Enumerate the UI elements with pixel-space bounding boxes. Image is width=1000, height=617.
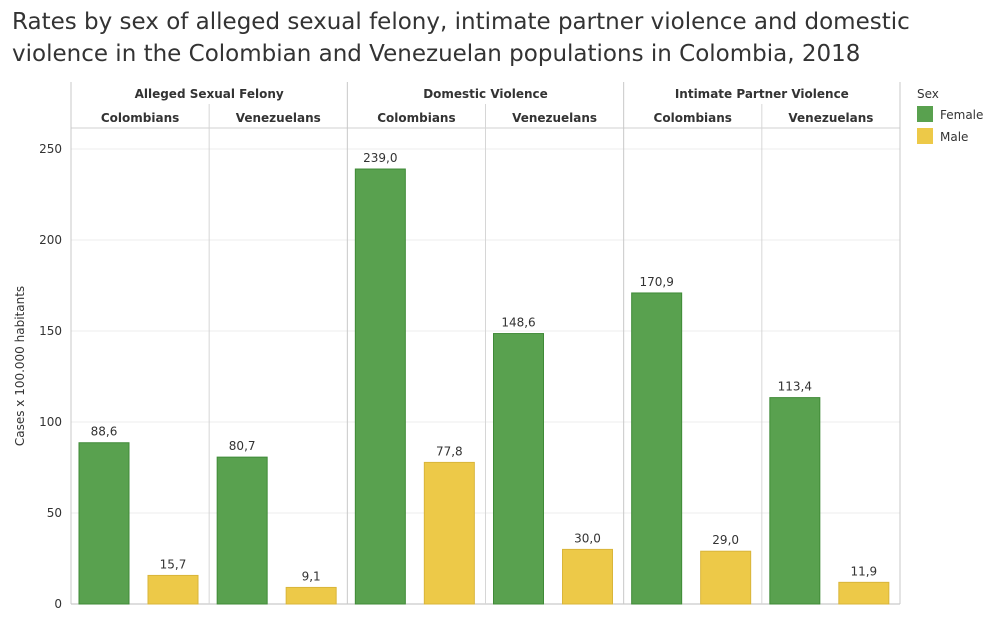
bar-male — [700, 550, 752, 605]
group-header: Domestic Violence — [423, 87, 548, 101]
data-label: 15,7 — [160, 557, 187, 571]
y-tick-label: 250 — [39, 142, 62, 156]
data-label: 148,6 — [501, 316, 535, 330]
legend-label-female: Female — [940, 108, 983, 122]
data-label: 29,0 — [712, 533, 739, 547]
subgroup-header: Colombians — [654, 111, 732, 125]
legend-swatch-female — [917, 106, 933, 122]
data-label: 88,6 — [91, 425, 118, 439]
data-label: 239,0 — [363, 151, 397, 165]
bar-female — [631, 292, 683, 605]
y-axis-title: Cases x 100.000 habitants — [13, 286, 27, 446]
data-label: 9,1 — [302, 569, 321, 583]
chart-title-line-1: Rates by sex of alleged sexual felony, i… — [12, 9, 910, 35]
bar-female — [216, 456, 268, 605]
subgroup-header: Venezuelans — [788, 111, 873, 125]
bar-female — [78, 442, 130, 605]
bar-female — [493, 333, 544, 605]
chart-title-line-2: violence in the Colombian and Venezuelan… — [12, 41, 861, 67]
bar-male — [423, 461, 475, 605]
y-tick-label: 50 — [47, 506, 62, 520]
y-tick-label: 100 — [39, 415, 62, 429]
legend-title: Sex — [917, 87, 939, 101]
chart-title: Rates by sex of alleged sexual felony, i… — [12, 6, 912, 70]
bar-female — [769, 397, 821, 605]
data-label: 170,9 — [639, 275, 673, 289]
bar-male — [285, 586, 337, 605]
data-label: 80,7 — [229, 439, 256, 453]
bar-male — [147, 574, 199, 605]
group-header: Intimate Partner Violence — [675, 87, 849, 101]
subgroup-header: Venezuelans — [512, 111, 597, 125]
subgroup-header: Colombians — [101, 111, 179, 125]
bar-male — [838, 581, 890, 605]
data-label: 113,4 — [778, 380, 812, 394]
subgroup-header: Colombians — [377, 111, 455, 125]
y-tick-label: 200 — [39, 233, 62, 247]
data-label: 77,8 — [436, 444, 463, 458]
data-label: 11,9 — [850, 564, 877, 578]
data-label: 30,0 — [574, 531, 601, 545]
bar-male — [562, 548, 613, 605]
legend-label-male: Male — [940, 130, 968, 144]
bar-female — [354, 168, 406, 605]
legend-swatch-male — [917, 128, 933, 144]
subgroup-header: Venezuelans — [236, 111, 321, 125]
y-tick-label: 150 — [39, 324, 62, 338]
y-tick-label: 0 — [54, 597, 62, 611]
group-header: Alleged Sexual Felony — [135, 87, 284, 101]
